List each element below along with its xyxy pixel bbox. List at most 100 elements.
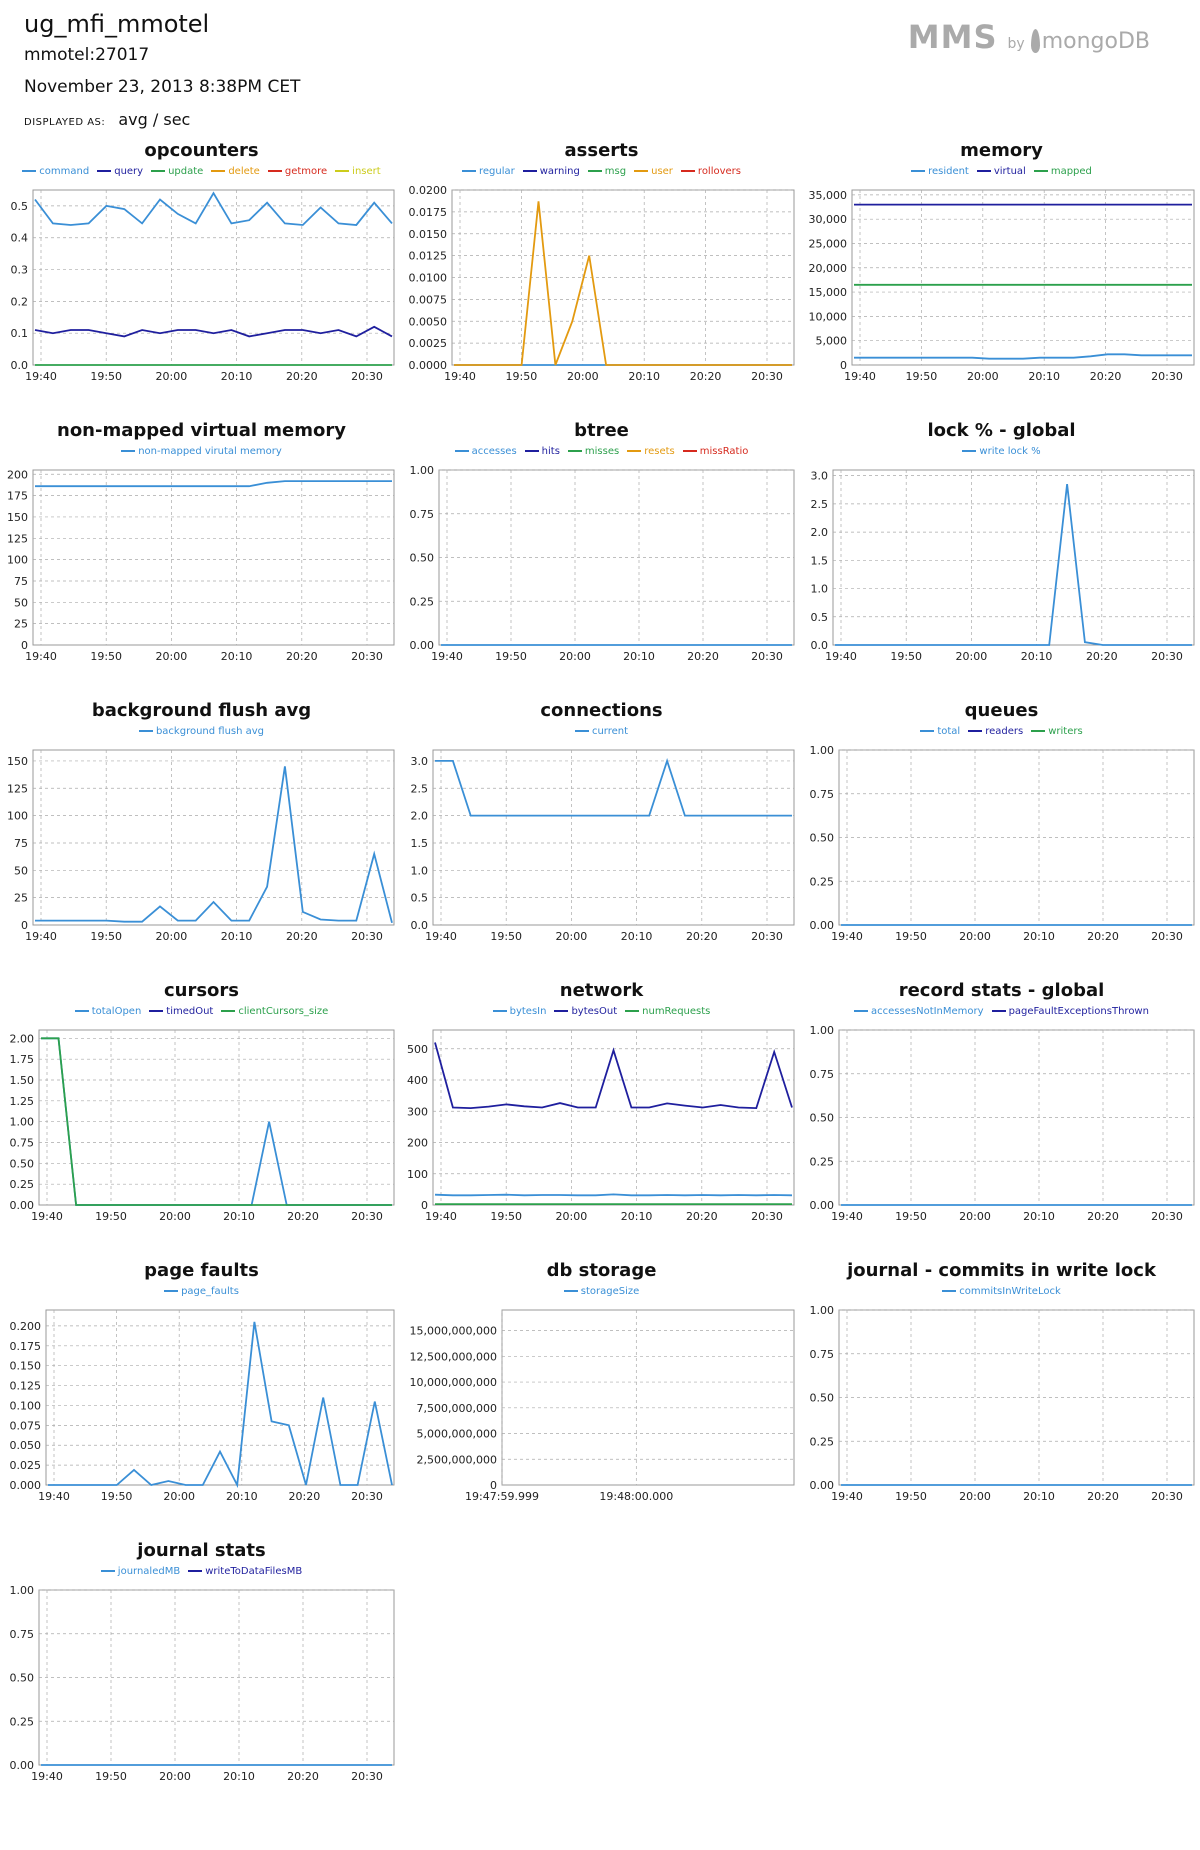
legend-swatch <box>962 450 977 452</box>
x-tick-label: 20:10 <box>1028 370 1060 383</box>
y-tick-label: 100 <box>7 554 28 567</box>
chart-plot: 0.00 0.25 0.50 0.75 1.00 19:40 19:50 20:00 20:10… <box>10 1584 395 1783</box>
legend-item[interactable]: write lock % <box>962 446 1041 457</box>
x-tick-label: 20:10 <box>223 1210 255 1223</box>
series-line-command <box>34 191 393 226</box>
legend-item[interactable]: bytesIn <box>492 1006 546 1017</box>
y-tick-label: 1.00 <box>810 1024 835 1037</box>
host-name: mmotel:27017 <box>24 45 150 65</box>
report-date: November 23, 2013 8:38PM CET <box>24 77 301 97</box>
x-tick-label: 20:30 <box>1151 930 1183 943</box>
legend-item[interactable]: non-mapped virutal memory <box>121 446 282 457</box>
legend-item[interactable]: rollovers <box>680 166 741 177</box>
legend-item[interactable]: bytesOut <box>554 1006 617 1017</box>
y-tick-label: 3.0 <box>411 755 429 768</box>
y-tick-label: 0 <box>21 919 28 932</box>
y-tick-label: 0.150 <box>10 1360 42 1373</box>
legend-item[interactable]: accesses <box>454 446 517 457</box>
legend-item[interactable]: resets <box>627 446 675 457</box>
legend-swatch <box>567 450 582 452</box>
x-tick-label: 20:20 <box>686 1210 718 1223</box>
legend-item[interactable]: totalOpen <box>74 1006 141 1017</box>
x-tick-label: 19:40 <box>38 1490 70 1503</box>
chart-title: opcounters <box>144 140 259 161</box>
legend-item[interactable]: delete <box>211 166 260 177</box>
chart-title: record stats - global <box>898 980 1105 1001</box>
legend-swatch <box>911 170 926 172</box>
legend-item[interactable]: misses <box>567 446 619 457</box>
group-name: ug_mfi_mmotel <box>24 10 210 38</box>
legend-item[interactable]: numRequests <box>625 1006 710 1017</box>
y-tick-label: 0.0050 <box>409 315 448 328</box>
legend-item[interactable]: mapped <box>1033 166 1092 177</box>
legend-label: missRatio <box>699 446 749 457</box>
legend-item[interactable]: readers <box>968 726 1023 737</box>
plot-area <box>832 469 1195 646</box>
legend-item[interactable]: commitsInWriteLock <box>942 1286 1061 1297</box>
y-tick-label: 1.5 <box>411 837 429 850</box>
legend-item[interactable]: storageSize <box>563 1286 639 1297</box>
legend-item[interactable]: msg <box>587 166 626 177</box>
legend-item[interactable]: timedOut <box>149 1006 213 1017</box>
legend-item[interactable]: virtual <box>976 166 1026 177</box>
y-tick-label: 0.0 <box>11 359 29 372</box>
chart-plot: 0 2,500,000,000 5,000,000,000 7,500,000,000… <box>410 1309 795 1503</box>
legend-label: journaledMB <box>117 1566 181 1577</box>
legend-item[interactable]: resident <box>911 166 969 177</box>
legend-item[interactable]: accessesNotInMemory <box>854 1006 984 1017</box>
plot-area <box>32 189 395 366</box>
legend-item[interactable]: user <box>634 166 673 177</box>
legend-item[interactable]: warning <box>522 166 580 177</box>
mms-logo: MMS by mongoDB <box>908 18 1150 56</box>
legend-item[interactable]: total <box>920 726 960 737</box>
legend-item[interactable]: hits <box>524 446 560 457</box>
legend-swatch <box>100 1570 115 1572</box>
x-tick-label: 19:40 <box>25 930 57 943</box>
legend-item[interactable]: writeToDataFilesMB <box>188 1566 302 1577</box>
y-tick-label: 0.75 <box>810 1068 835 1081</box>
chart-journal-commits-in-write-lock: journal - commits in write lock commitsIn… <box>804 1260 1199 1530</box>
legend-item[interactable]: page_faults <box>164 1286 239 1297</box>
y-tick-label: 5,000,000,000 <box>417 1428 497 1441</box>
chart-title: journal - commits in write lock <box>847 1260 1156 1281</box>
legend-item[interactable]: command <box>22 166 89 177</box>
chart-plot: 0.000 0.025 0.050 0.075 0.100 0.125 0.150 0.175… <box>10 1309 395 1503</box>
y-tick-label: 0.50 <box>810 1392 835 1405</box>
chart-legend: commitsInWriteLock <box>804 1286 1199 1297</box>
legend-item[interactable]: clientCursors_size <box>221 1006 328 1017</box>
legend-item[interactable]: query <box>97 166 143 177</box>
legend-item[interactable]: journaledMB <box>100 1566 181 1577</box>
legend-swatch <box>1031 730 1046 732</box>
legend-item[interactable]: missRatio <box>682 446 749 457</box>
legend-item[interactable]: update <box>151 166 203 177</box>
x-tick-label: 20:30 <box>1151 1490 1183 1503</box>
legend-item[interactable]: current <box>574 726 628 737</box>
chart-asserts: asserts regular warning msg user rollovers 0.0… <box>404 140 799 410</box>
chart-legend: resident virtual mapped <box>804 166 1199 177</box>
legend-item[interactable]: insert <box>335 166 381 177</box>
legend-swatch <box>22 170 37 172</box>
y-tick-label: 2.00 <box>10 1032 35 1045</box>
legend-item[interactable]: writers <box>1031 726 1083 737</box>
legend-item[interactable]: pageFaultExceptionsThrown <box>991 1006 1149 1017</box>
x-tick-label: 20:20 <box>286 370 318 383</box>
x-tick-label: 19:50 <box>890 650 922 663</box>
legend-swatch <box>574 730 589 732</box>
chart-title: connections <box>540 700 663 721</box>
x-tick-label: 19:40 <box>425 1210 457 1223</box>
y-tick-label: 0.75 <box>10 1137 35 1150</box>
legend-swatch <box>151 170 166 172</box>
x-tick-label: 19:50 <box>490 930 522 943</box>
y-tick-label: 0.50 <box>810 832 835 845</box>
chart-plot: 0.0 0.5 1.0 1.5 2.0 2.5 3.0 19:40 19:50 20:00 20:1… <box>411 749 795 943</box>
chart-plot: 0.00 0.25 0.50 0.75 1.00 1.25 1.50 1.75 2.00 19:4… <box>10 1029 395 1223</box>
y-tick-label: 50 <box>14 864 28 877</box>
legend-item[interactable]: background flush avg <box>138 726 264 737</box>
x-tick-label: 20:10 <box>1021 650 1053 663</box>
displayed-as-label: DISPLAYED AS: <box>24 117 106 128</box>
legend-item[interactable]: getmore <box>267 166 327 177</box>
legend-swatch <box>634 170 649 172</box>
x-tick-label: 20:00 <box>959 930 991 943</box>
legend-item[interactable]: regular <box>462 166 515 177</box>
y-tick-label: 0.0150 <box>409 228 448 241</box>
